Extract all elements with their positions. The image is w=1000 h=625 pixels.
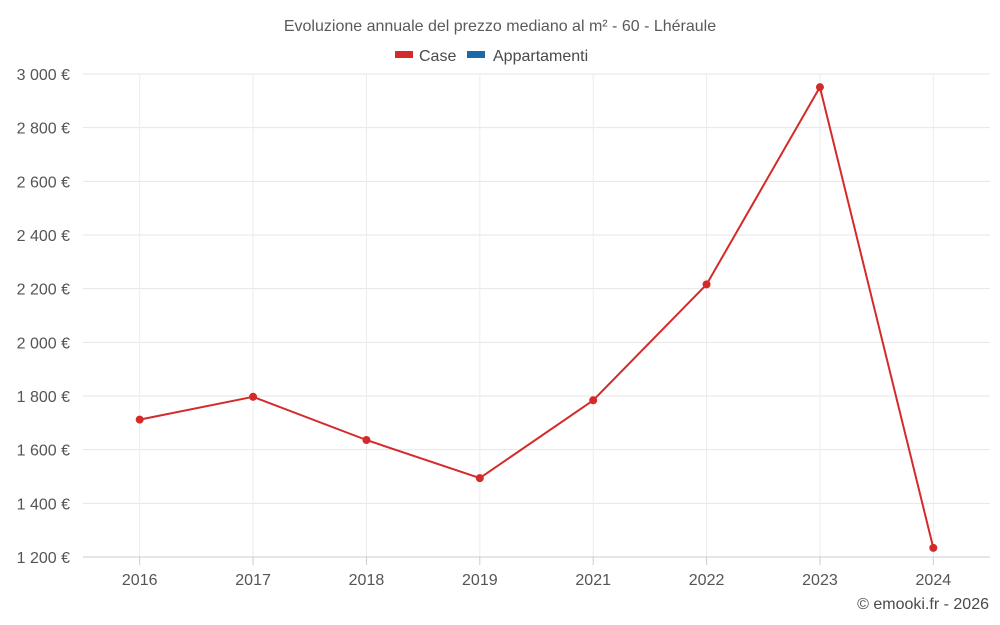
y-tick-label: 2 400 € xyxy=(17,228,70,245)
data-point[interactable] xyxy=(249,392,258,401)
data-point[interactable] xyxy=(475,474,484,483)
legend[interactable]: Case Appartamenti xyxy=(395,48,588,65)
x-tick-label: 2021 xyxy=(575,572,611,589)
y-tick-label: 2 600 € xyxy=(17,174,70,191)
x-tick-label: 2023 xyxy=(802,572,838,589)
x-tick-label: 2018 xyxy=(349,572,385,589)
legend-item-case[interactable]: Case xyxy=(395,48,456,65)
x-tick-label: 2022 xyxy=(689,572,725,589)
x-tick-label: 2024 xyxy=(916,572,952,589)
series-line xyxy=(139,86,935,549)
y-tick-label: 2 000 € xyxy=(17,335,70,352)
legend-swatch-case xyxy=(395,51,413,58)
legend-label-appartamenti[interactable]: Appartamenti xyxy=(493,48,588,65)
series-case xyxy=(135,83,938,552)
y-tick-label: 1 800 € xyxy=(17,389,70,406)
data-point[interactable] xyxy=(929,543,938,552)
y-tick-label: 1 600 € xyxy=(17,443,70,460)
y-tick-label: 2 200 € xyxy=(17,282,70,299)
axes: 1 200 € 1 400 € 1 600 € 1 800 € 2 000 € 2 200… xyxy=(17,67,990,589)
chart-title: Evoluzione annuale del prezzo mediano al… xyxy=(284,18,716,35)
x-tick-label: 2019 xyxy=(462,572,498,589)
y-tick-label: 3 000 € xyxy=(17,67,70,84)
grid xyxy=(83,73,990,557)
data-point[interactable] xyxy=(135,415,144,424)
x-tick-label: 2017 xyxy=(235,572,271,589)
legend-label-case[interactable]: Case xyxy=(419,48,456,65)
y-tick-label: 2 800 € xyxy=(17,121,70,138)
data-point[interactable] xyxy=(589,396,598,405)
legend-swatch-appartamenti xyxy=(467,51,485,58)
legend-item-appartamenti[interactable]: Appartamenti xyxy=(467,48,588,65)
y-tick-label: 1 200 € xyxy=(17,550,70,567)
credit-text: © emooki.fr - 2026 xyxy=(857,596,989,613)
x-tick-label: 2016 xyxy=(122,572,158,589)
data-point[interactable] xyxy=(362,436,371,445)
data-point[interactable] xyxy=(815,83,824,92)
data-point[interactable] xyxy=(702,280,711,289)
y-tick-label: 1 400 € xyxy=(17,496,70,513)
